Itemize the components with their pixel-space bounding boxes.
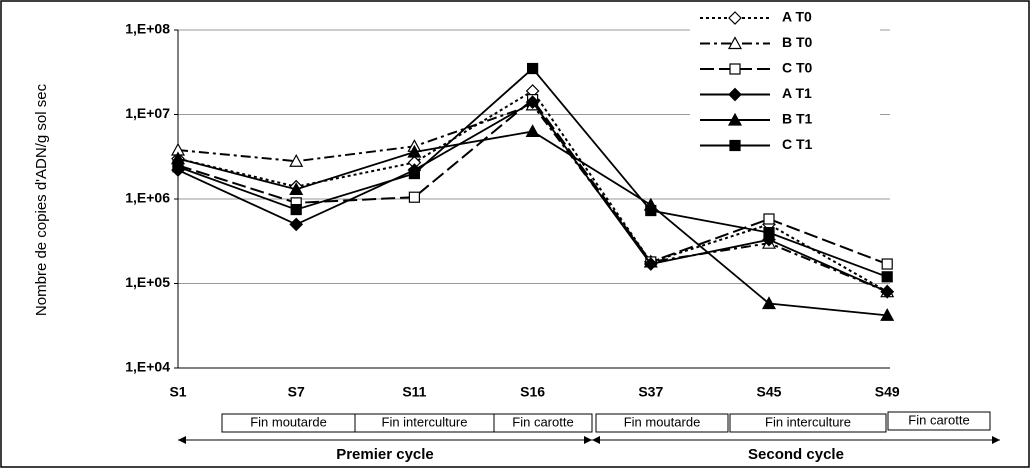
- arrow: [592, 436, 600, 444]
- point: [880, 308, 895, 321]
- x-tick-label: S11: [402, 384, 426, 400]
- legend-label: B T1: [782, 111, 813, 127]
- cycle-label: Second cycle: [748, 446, 844, 463]
- point: [881, 258, 893, 270]
- point: [526, 62, 539, 75]
- point: [290, 203, 302, 216]
- x-tick-label: S49: [875, 384, 900, 400]
- point: [881, 271, 893, 283]
- phase-label: Fin moutarde: [624, 414, 701, 429]
- legend-label: C T1: [782, 136, 813, 152]
- phase-box: [595, 413, 729, 433]
- y-tick-label: 1,E+08: [125, 21, 170, 37]
- point: [645, 204, 657, 217]
- phase-label: Fin carotte: [908, 412, 969, 427]
- point: [408, 191, 420, 203]
- legend-marker: [728, 11, 742, 25]
- legend-label: A T1: [782, 85, 812, 101]
- phase-label: Fin carotte: [512, 414, 573, 429]
- x-tick-label: S16: [520, 384, 545, 400]
- phase-box: [887, 411, 991, 431]
- point: [880, 284, 895, 299]
- legend-label: C T0: [782, 60, 813, 76]
- phase-label: Fin interculture: [765, 414, 851, 429]
- y-axis-label: Nombre de copies d'ADN/g sol sec: [33, 83, 50, 316]
- legend-label: B T0: [782, 34, 813, 50]
- y-tick-label: 1,E+05: [125, 274, 170, 290]
- cycle-label: Premier cycle: [336, 446, 434, 463]
- legend-marker: [727, 36, 743, 50]
- point: [289, 153, 304, 167]
- x-tick-label: S7: [288, 384, 305, 400]
- point: [172, 161, 184, 173]
- point: [763, 227, 775, 239]
- point: [289, 217, 304, 232]
- point: [763, 213, 775, 225]
- point: [643, 257, 658, 271]
- legend-marker: [727, 112, 743, 126]
- legend-marker: [728, 87, 742, 102]
- y-tick-label: 1,E+06: [125, 190, 170, 206]
- legend-marker: [729, 63, 741, 75]
- legend-bg: [690, 6, 880, 31]
- phase-label: Fin interculture: [382, 414, 468, 429]
- point: [525, 124, 540, 138]
- phase-label: Fin moutarde: [250, 414, 327, 429]
- point: [408, 167, 420, 180]
- phase-box: [729, 413, 887, 433]
- point: [407, 144, 422, 158]
- x-tick-label: S37: [638, 384, 663, 400]
- phase-box: [493, 413, 593, 433]
- arrow: [178, 436, 186, 444]
- point: [761, 296, 777, 310]
- arrow: [584, 436, 592, 444]
- x-tick-label: S45: [757, 384, 782, 400]
- y-tick-label: 1,E+04: [125, 359, 170, 375]
- arrow: [992, 436, 1000, 444]
- point: [289, 182, 304, 195]
- point: [525, 95, 540, 110]
- y-tick-label: 1,E+07: [125, 105, 170, 121]
- legend-label: A T0: [782, 9, 812, 25]
- x-tick-label: S1: [169, 384, 186, 400]
- legend-marker: [729, 139, 741, 152]
